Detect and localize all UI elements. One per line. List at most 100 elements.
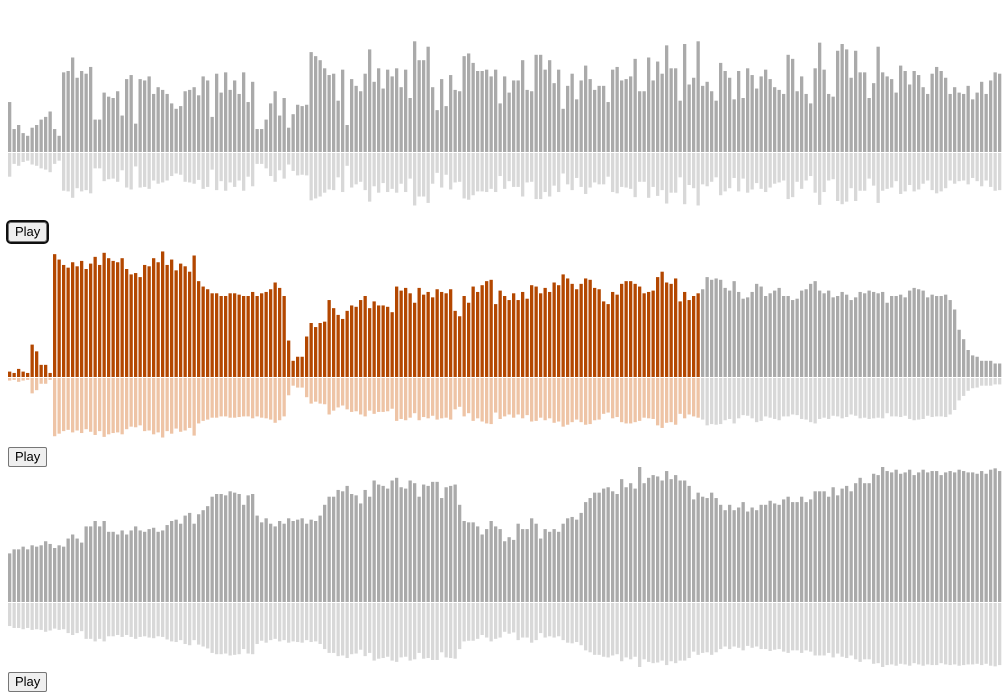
waveform-reflection-bar <box>309 153 313 201</box>
waveform-reflection-bar <box>48 378 52 380</box>
play-button-2[interactable]: Play <box>8 447 48 467</box>
waveform-reflection-bar <box>449 153 453 190</box>
waveform-bar <box>939 71 943 152</box>
waveform-bar <box>890 79 894 152</box>
waveform-bar <box>606 102 610 152</box>
waveform-bar <box>746 511 750 602</box>
waveform-bar <box>971 99 975 152</box>
waveform-bar <box>795 298 799 377</box>
waveform-reflection-bar <box>858 603 862 662</box>
waveform-reflection-bar <box>467 153 471 200</box>
waveform-reflection-bar <box>174 378 178 429</box>
waveform-reflection-bar <box>44 153 48 170</box>
waveform-bar <box>386 306 390 377</box>
waveform-bar <box>957 469 961 602</box>
waveform-reflection-bar <box>584 153 588 194</box>
waveform-reflection-bar <box>233 603 237 655</box>
waveform-bar <box>453 484 457 602</box>
waveform-bar <box>984 360 988 377</box>
waveform-reflection-bar <box>341 603 345 656</box>
waveform-bar <box>674 278 678 377</box>
waveform-bar <box>912 287 916 377</box>
waveform-reflection-bar <box>53 603 57 629</box>
waveform-bar <box>845 294 849 377</box>
waveform-bar <box>98 264 102 377</box>
waveform-reflection-bar <box>539 603 543 634</box>
waveform-bar <box>125 534 129 602</box>
waveform-reflection-bar <box>867 603 871 660</box>
waveform-bar <box>822 293 826 377</box>
waveform-reflection-bar <box>107 378 111 435</box>
waveform-bar <box>516 300 520 377</box>
waveform-bar <box>129 530 133 602</box>
waveform-bar <box>903 71 907 152</box>
waveform-bar <box>566 278 570 377</box>
waveform-bar <box>737 291 741 377</box>
waveform-bar <box>278 115 282 152</box>
waveform-bar <box>48 543 52 602</box>
waveform-bar <box>566 85 570 152</box>
waveform-bar <box>971 355 975 377</box>
waveform-reflection-bar <box>332 378 336 411</box>
waveform-bar <box>534 286 538 377</box>
waveform-1[interactable] <box>0 0 1005 220</box>
waveform-bar <box>273 526 277 602</box>
waveform-reflection-bar <box>908 603 912 666</box>
waveform-2[interactable] <box>0 0 1005 445</box>
waveform-reflection-bar <box>710 378 714 425</box>
waveform-reflection-bar <box>534 603 538 641</box>
waveform-bar <box>629 76 633 152</box>
play-button-3[interactable]: Play <box>8 672 48 692</box>
waveform-reflection-bar <box>417 603 421 653</box>
waveform-bar <box>246 296 250 377</box>
waveform-reflection-bar <box>48 153 52 173</box>
waveform-reflection-bar <box>210 603 214 653</box>
waveform-bar <box>876 475 880 602</box>
waveform-reflection-bar <box>629 603 633 660</box>
waveform-reflection-bar <box>809 603 813 652</box>
waveform-reflection-bar <box>971 153 975 178</box>
waveform-reflection-bar <box>975 378 979 388</box>
waveform-reflection-bar <box>138 603 142 637</box>
play-button-1[interactable]: Play <box>5 220 50 244</box>
waveform-bar <box>296 104 300 152</box>
waveform-reflection-bar <box>120 153 124 171</box>
waveform-bar <box>908 84 912 152</box>
waveform-reflection-bar <box>219 378 223 417</box>
waveform-reflection-bar <box>854 378 858 416</box>
waveform-reflection-bar <box>368 153 372 202</box>
waveform-reflection-bar <box>152 378 156 435</box>
waveform-reflection-bar <box>908 378 912 419</box>
waveform-reflection-bar <box>953 603 957 665</box>
waveform-reflection-bar <box>894 153 898 182</box>
waveform-bar <box>242 504 246 602</box>
waveform-bar <box>530 285 534 377</box>
waveform-3[interactable] <box>0 0 1005 670</box>
waveform-reflection-bar <box>566 603 570 643</box>
waveform-bar <box>237 294 241 377</box>
waveform-reflection-bar <box>413 153 417 206</box>
waveform-reflection-bar <box>336 603 340 657</box>
waveform-bar <box>215 73 219 152</box>
waveform-reflection-bar <box>719 603 723 650</box>
waveform-reflection-bar <box>737 378 741 419</box>
waveform-bar <box>503 76 507 152</box>
waveform-reflection-bar <box>269 603 273 641</box>
waveform-reflection-bar <box>17 603 21 628</box>
waveform-bar <box>975 92 979 152</box>
waveform-bar <box>701 496 705 602</box>
waveform-bar <box>548 60 552 153</box>
waveform-reflection-bar <box>822 603 826 656</box>
waveform-bar <box>674 475 678 602</box>
waveform-bar <box>561 108 565 152</box>
waveform-reflection-bar <box>30 603 34 630</box>
waveform-reflection-bar <box>242 153 246 191</box>
waveform-bar <box>543 287 547 377</box>
waveform-reflection-bar <box>116 603 120 635</box>
waveform-bar <box>372 480 376 602</box>
waveform-reflection-bar <box>795 603 799 651</box>
waveform-reflection-bar <box>930 153 934 191</box>
waveform-bar <box>399 487 403 602</box>
waveform-reflection-bar <box>399 603 403 658</box>
waveform-reflection-bar <box>125 153 129 188</box>
